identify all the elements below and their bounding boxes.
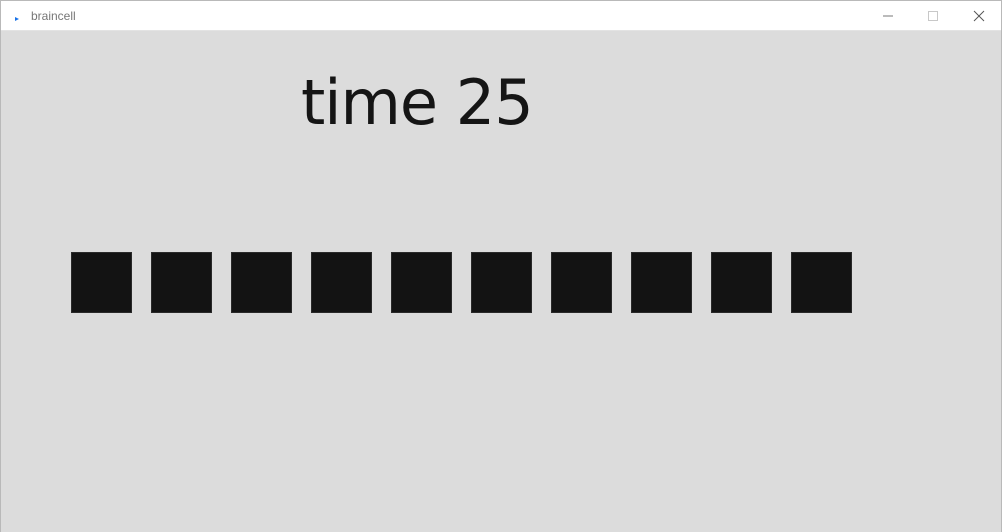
grid-cell[interactable]	[151, 252, 212, 313]
grid-cell[interactable]	[551, 252, 612, 313]
grid-cell[interactable]	[711, 252, 772, 313]
grid-cell[interactable]	[311, 252, 372, 313]
close-button[interactable]	[956, 1, 1001, 31]
grid-cell[interactable]	[71, 252, 132, 313]
grid-cell[interactable]	[471, 252, 532, 313]
maximize-button[interactable]	[910, 1, 955, 31]
app-icon	[13, 11, 21, 21]
grid-cell[interactable]	[231, 252, 292, 313]
minimize-icon	[882, 15, 893, 17]
game-canvas[interactable]: time 25	[1, 32, 1001, 532]
minimize-button[interactable]	[865, 1, 910, 31]
maximize-icon	[927, 11, 938, 21]
window-title: braincell	[31, 9, 76, 23]
title-bar[interactable]: braincell	[1, 1, 1001, 31]
grid-cell[interactable]	[631, 252, 692, 313]
close-icon	[973, 10, 984, 22]
grid-cell[interactable]	[391, 252, 452, 313]
grid-cell[interactable]	[791, 252, 852, 313]
time-counter: time 25	[301, 66, 534, 139]
